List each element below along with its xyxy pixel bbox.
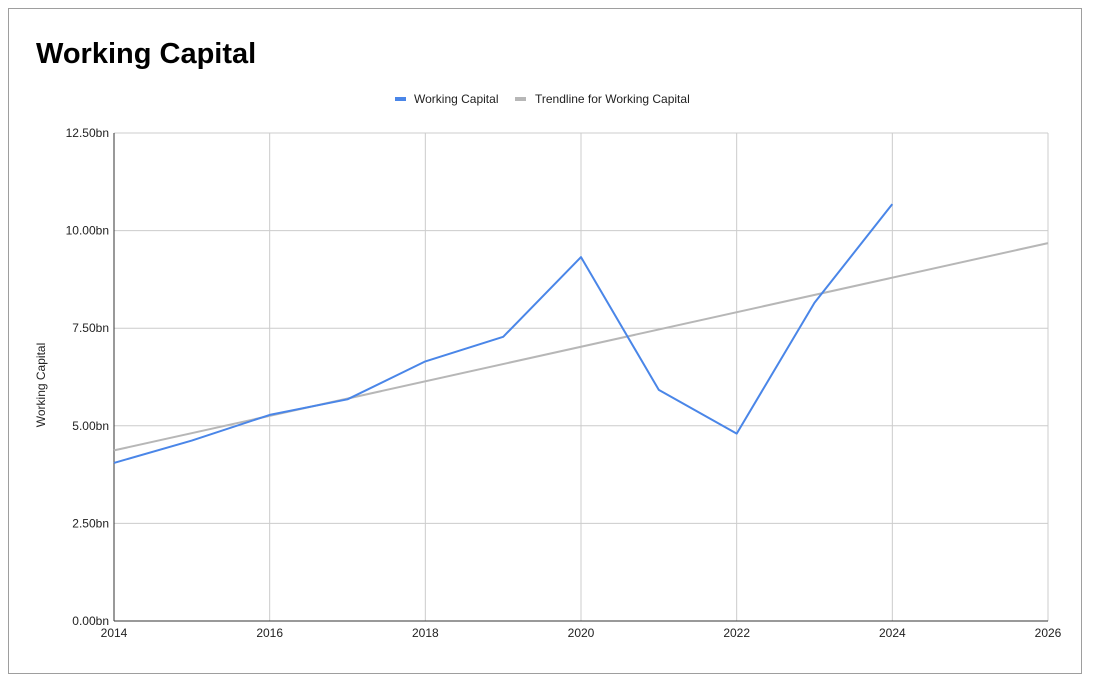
data-point-0 — [111, 460, 117, 466]
x-tick-label-0: 2014 — [101, 626, 128, 640]
data-point-5 — [500, 334, 506, 340]
data-point-10 — [889, 201, 895, 207]
x-tick-label-6: 2026 — [1035, 626, 1062, 640]
data-point-6 — [578, 254, 584, 260]
data-point-4 — [422, 358, 428, 364]
x-tick-label-1: 2016 — [256, 626, 283, 640]
chart-title: Working Capital — [36, 38, 257, 70]
data-point-3 — [345, 396, 351, 402]
series-line-working-capital — [113, 203, 894, 464]
y-tick-label-3: 7.50bn — [72, 321, 109, 335]
y-tick-label-4: 10.00bn — [66, 224, 109, 238]
x-tick-label-3: 2020 — [568, 626, 595, 640]
y-axis-title: Working Capital — [34, 343, 48, 427]
y-tick-label-5: 12.50bn — [66, 126, 109, 140]
x-tick-label-4: 2022 — [723, 626, 750, 640]
axes: 0.00bn 2.50bn 5.00bn 7.50bn 10.00bn 12.50bn 20… — [66, 126, 1062, 640]
series-group — [111, 201, 1049, 466]
gridlines — [114, 132, 1049, 621]
y-tick-label-0: 0.00bn — [72, 614, 109, 628]
data-point-2 — [267, 412, 273, 418]
y-tick-label-2: 5.00bn — [72, 419, 109, 433]
data-point-1 — [189, 438, 195, 444]
legend-label-working-capital: Working Capital — [414, 92, 498, 106]
legend-label-trendline: Trendline for Working Capital — [535, 92, 690, 106]
x-tick-label-2: 2018 — [412, 626, 439, 640]
data-point-8 — [734, 431, 740, 437]
data-point-7 — [656, 387, 662, 393]
y-tick-label-1: 2.50bn — [72, 516, 109, 530]
legend: Working Capital Trendline for Working Ca… — [395, 92, 690, 106]
chart-frame — [8, 8, 1082, 674]
data-point-9 — [812, 300, 818, 306]
x-tick-label-5: 2024 — [879, 626, 906, 640]
